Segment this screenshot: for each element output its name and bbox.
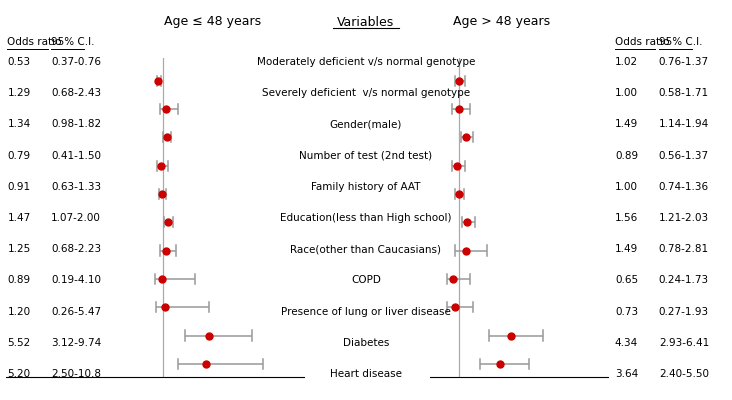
- Text: 0.79: 0.79: [7, 150, 31, 160]
- Text: 0.73: 0.73: [615, 306, 638, 317]
- Text: 0.63-1.33: 0.63-1.33: [51, 182, 101, 192]
- Text: 1.14-1.94: 1.14-1.94: [659, 120, 709, 130]
- Text: 2.93-6.41: 2.93-6.41: [659, 338, 709, 348]
- Text: 1.49: 1.49: [615, 244, 638, 254]
- Text: 0.78-2.81: 0.78-2.81: [659, 244, 709, 254]
- Text: 5.52: 5.52: [7, 338, 31, 348]
- Text: 0.56-1.37: 0.56-1.37: [659, 150, 709, 160]
- Text: 0.89: 0.89: [7, 276, 31, 286]
- Text: Moderately deficient v/s normal genotype: Moderately deficient v/s normal genotype: [257, 57, 475, 67]
- Text: 1.00: 1.00: [615, 88, 638, 98]
- Text: 3.12-9.74: 3.12-9.74: [51, 338, 102, 348]
- Text: 0.27-1.93: 0.27-1.93: [659, 306, 709, 317]
- Text: 1.49: 1.49: [615, 120, 638, 130]
- Text: 1.25: 1.25: [7, 244, 31, 254]
- Text: 0.91: 0.91: [7, 182, 31, 192]
- Text: 4.34: 4.34: [615, 338, 638, 348]
- Text: Variables: Variables: [337, 16, 395, 28]
- Text: 0.76-1.37: 0.76-1.37: [659, 57, 709, 67]
- Text: 1.56: 1.56: [615, 213, 638, 223]
- Text: 3.64: 3.64: [615, 369, 638, 379]
- Text: 1.29: 1.29: [7, 88, 31, 98]
- Text: 0.26-5.47: 0.26-5.47: [51, 306, 101, 317]
- Text: Heart disease: Heart disease: [330, 369, 402, 379]
- Text: 95% C.I.: 95% C.I.: [659, 37, 702, 47]
- Text: 0.65: 0.65: [615, 276, 638, 286]
- Text: 1.20: 1.20: [7, 306, 31, 317]
- Text: 2.50-10.8: 2.50-10.8: [51, 369, 101, 379]
- Text: Age > 48 years: Age > 48 years: [453, 16, 550, 28]
- Text: Diabetes: Diabetes: [343, 338, 389, 348]
- Text: Race(other than Caucasians): Race(other than Caucasians): [291, 244, 441, 254]
- Text: 0.24-1.73: 0.24-1.73: [659, 276, 709, 286]
- Text: 0.68-2.23: 0.68-2.23: [51, 244, 101, 254]
- Text: 5.20: 5.20: [7, 369, 31, 379]
- Text: 1.21-2.03: 1.21-2.03: [659, 213, 709, 223]
- Text: Gender(male): Gender(male): [330, 120, 402, 130]
- Text: 0.37-0.76: 0.37-0.76: [51, 57, 101, 67]
- Text: 1.02: 1.02: [615, 57, 638, 67]
- Text: 1.00: 1.00: [615, 182, 638, 192]
- Text: 0.74-1.36: 0.74-1.36: [659, 182, 709, 192]
- Text: 1.47: 1.47: [7, 213, 31, 223]
- Text: COPD: COPD: [351, 276, 381, 286]
- Text: 1.34: 1.34: [7, 120, 31, 130]
- Text: 0.41-1.50: 0.41-1.50: [51, 150, 101, 160]
- Text: 1.07-2.00: 1.07-2.00: [51, 213, 101, 223]
- Text: Odds ratio: Odds ratio: [615, 37, 669, 47]
- Text: 95% C.I.: 95% C.I.: [51, 37, 94, 47]
- Text: 0.68-2.43: 0.68-2.43: [51, 88, 101, 98]
- Text: Severely deficient  v/s normal genotype: Severely deficient v/s normal genotype: [262, 88, 470, 98]
- Text: 0.98-1.82: 0.98-1.82: [51, 120, 101, 130]
- Text: 2.40-5.50: 2.40-5.50: [659, 369, 709, 379]
- Text: Odds ratio: Odds ratio: [7, 37, 61, 47]
- Text: Education(less than High school): Education(less than High school): [280, 213, 452, 223]
- Text: 0.89: 0.89: [615, 150, 638, 160]
- Text: Age ≤ 48 years: Age ≤ 48 years: [164, 16, 261, 28]
- Text: 0.53: 0.53: [7, 57, 31, 67]
- Text: Number of test (2nd test): Number of test (2nd test): [299, 150, 433, 160]
- Text: Family history of AAT: Family history of AAT: [311, 182, 421, 192]
- Text: Presence of lung or liver disease: Presence of lung or liver disease: [281, 306, 451, 317]
- Text: 0.19-4.10: 0.19-4.10: [51, 276, 101, 286]
- Text: 0.58-1.71: 0.58-1.71: [659, 88, 709, 98]
